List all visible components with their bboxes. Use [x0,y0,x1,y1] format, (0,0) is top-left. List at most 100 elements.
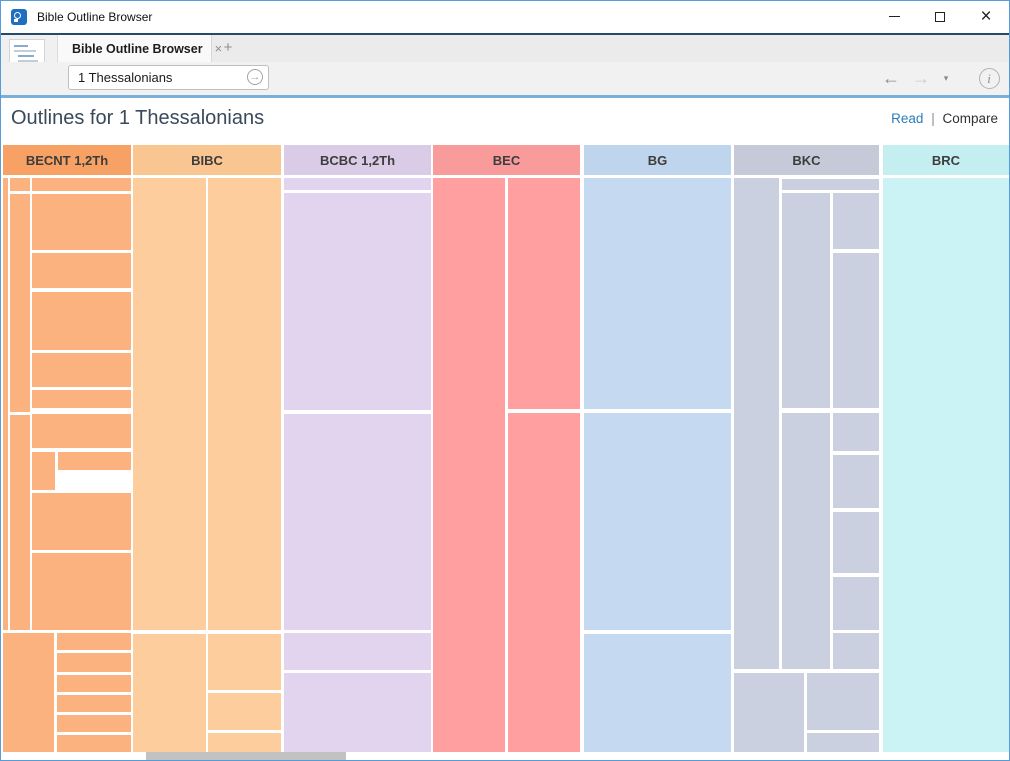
thumb-line [18,55,34,57]
minimize-button[interactable] [871,1,917,32]
maximize-button[interactable] [917,1,963,32]
outline-section-block-becnt[interactable] [10,415,30,630]
compare-link[interactable]: Compare [942,111,998,126]
outline-section-block-bcbc[interactable] [284,414,431,630]
treemap-column-header-bec[interactable]: BEC [433,145,580,175]
outline-section-block-bkc[interactable] [833,253,879,408]
toolbar-bottom-rule [1,95,1009,98]
outline-section-block-becnt[interactable] [32,414,131,448]
outline-section-block-bkc[interactable] [782,193,830,408]
outline-section-block-becnt[interactable] [57,653,131,672]
outline-section-block-becnt[interactable] [57,735,131,752]
thumb-line [18,60,38,62]
outline-section-block-bcbc[interactable] [284,178,431,190]
outline-section-block-becnt[interactable] [32,194,131,250]
treemap-column-header-bcbc[interactable]: BCBC 1,2Th [284,145,431,175]
outline-section-block-bkc[interactable] [734,178,779,669]
outline-section-block-becnt[interactable] [32,553,131,630]
outline-treemap: BECNT 1,2Th BIBC BCBC 1,2Th BEC BG BKC BRC [1,145,1009,753]
treemap-column-header-bkc[interactable]: BKC [734,145,879,175]
outline-section-block-bkc[interactable] [833,633,879,669]
new-tab-button[interactable]: + [223,39,233,56]
minimize-icon [888,15,900,18]
outline-section-block-bibc[interactable] [208,733,281,752]
outline-section-block-bcbc[interactable] [284,633,431,670]
treemap-column-header-brc[interactable]: BRC [883,145,1009,175]
outline-section-block-bkc[interactable] [833,193,879,249]
app-icon [11,9,27,25]
treemap-column-header-becnt[interactable]: BECNT 1,2Th [3,145,131,175]
outline-section-block-bibc[interactable] [133,178,206,630]
toolbar: → ← → ▾ i [1,62,1009,95]
outline-section-block-becnt[interactable] [57,675,131,692]
outline-section-block-bkc[interactable] [833,413,879,451]
outline-section-block-bg[interactable] [584,178,731,409]
horizontal-scrollbar[interactable] [1,752,1009,760]
outline-section-block-becnt[interactable] [3,178,8,630]
forward-button[interactable]: → [912,68,930,88]
outline-section-block-becnt[interactable] [10,178,30,191]
outline-section-block-bkc[interactable] [807,673,879,730]
outline-section-block-bibc[interactable] [208,178,281,630]
tab-label: Bible Outline Browser [72,41,203,56]
outline-section-block-becnt[interactable] [32,292,131,350]
outline-section-block-bcbc[interactable] [284,193,431,410]
outline-section-block-bg[interactable] [584,634,731,752]
title-bar: Bible Outline Browser × [1,1,1009,33]
info-icon: i [978,68,1000,89]
outline-section-block-bkc[interactable] [833,512,879,573]
outline-section-block-bibc[interactable] [208,693,281,730]
outline-section-block-bkc[interactable] [807,733,879,752]
outline-section-block-becnt[interactable] [57,695,131,712]
reference-box: → [68,65,269,90]
outline-section-block-becnt[interactable] [32,353,131,387]
info-button[interactable]: i [977,62,1001,95]
outline-section-block-bec[interactable] [508,178,580,409]
outline-section-block-bcbc[interactable] [284,673,431,752]
read-link[interactable]: Read [891,111,924,126]
outline-section-block-bibc[interactable] [133,634,206,752]
view-links-separator: | [931,111,935,126]
horizontal-scrollbar-thumb[interactable] [146,752,346,760]
magnifier-tail [14,19,18,22]
outline-section-block-becnt[interactable] [57,715,131,732]
outline-section-block-bkc[interactable] [833,455,879,508]
thumb-line [14,50,36,52]
close-button[interactable]: × [963,1,1009,32]
outline-section-block-bibc[interactable] [208,634,281,690]
outline-section-block-bkc[interactable] [734,673,804,752]
back-button[interactable]: ← [882,68,900,88]
outline-section-block-becnt[interactable] [32,493,131,550]
tab-strip-top-line [1,33,1009,35]
outline-section-block-bec[interactable] [433,178,505,752]
window-title: Bible Outline Browser [37,10,153,24]
content-header: Outlines for 1 Thessalonians Read | Comp… [1,98,1009,145]
outline-section-block-becnt[interactable] [32,178,131,191]
outline-section-block-becnt[interactable] [32,390,131,408]
tab-bible-outline-browser[interactable]: Bible Outline Browser × [58,35,222,62]
outline-section-block-becnt[interactable] [10,194,30,412]
magnifier-icon [14,12,21,19]
page-title: Outlines for 1 Thessalonians [11,107,265,129]
outline-section-block-becnt[interactable] [32,253,131,288]
close-icon: × [980,5,992,27]
outline-section-block-bec[interactable] [508,413,580,752]
tab-close-icon[interactable]: × [214,40,223,56]
history-dropdown-icon[interactable]: ▾ [943,73,949,83]
thumb-line [14,45,28,47]
view-switcher: Read | Compare [891,111,998,126]
outline-section-block-becnt[interactable] [3,633,54,752]
outline-section-block-bkc[interactable] [833,577,879,630]
outline-section-block-becnt[interactable] [58,452,131,470]
outline-section-block-bg[interactable] [584,413,731,630]
outline-section-block-becnt[interactable] [32,452,55,490]
treemap-column-header-bibc[interactable]: BIBC [133,145,281,175]
outline-section-block-bkc[interactable] [782,413,830,669]
go-icon[interactable]: → [247,69,263,85]
outline-section-block-becnt[interactable] [57,633,131,650]
outline-section-block-brc[interactable] [883,178,1009,752]
reference-input[interactable] [69,66,241,89]
treemap-column-header-bg[interactable]: BG [584,145,731,175]
outline-section-block-bkc[interactable] [782,179,879,190]
